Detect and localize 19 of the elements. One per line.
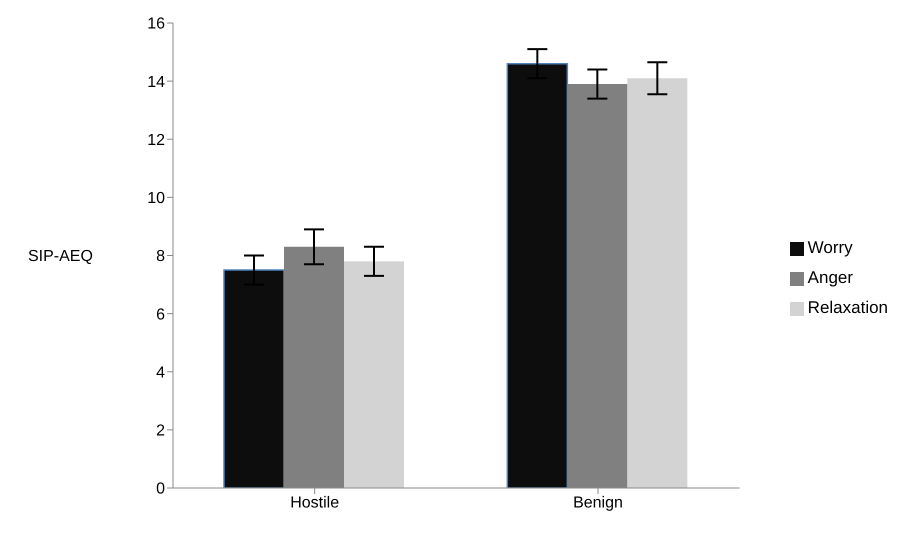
bar	[506, 62, 568, 488]
bar	[223, 269, 285, 488]
y-tick-label: 0	[156, 480, 166, 498]
legend-label: Anger	[808, 268, 854, 287]
y-tick-label: 8	[156, 248, 166, 266]
bar	[627, 78, 688, 488]
x-tick-label: Hostile	[290, 494, 340, 512]
y-tick-label: 6	[156, 306, 166, 324]
legend-label: Worry	[808, 238, 853, 257]
y-tick-label: 4	[156, 364, 166, 382]
y-axis-title: SIP-AEQ	[28, 248, 93, 266]
y-tick-label: 10	[147, 190, 166, 208]
bar	[344, 261, 404, 488]
y-tick-label: 16	[147, 16, 166, 33]
y-tick-label: 2	[156, 422, 166, 440]
y-tick-label: 14	[147, 74, 166, 91]
y-tick-label: 12	[147, 132, 166, 149]
x-tick-label: Benign	[573, 494, 623, 512]
legend-label: Relaxation	[808, 298, 888, 317]
